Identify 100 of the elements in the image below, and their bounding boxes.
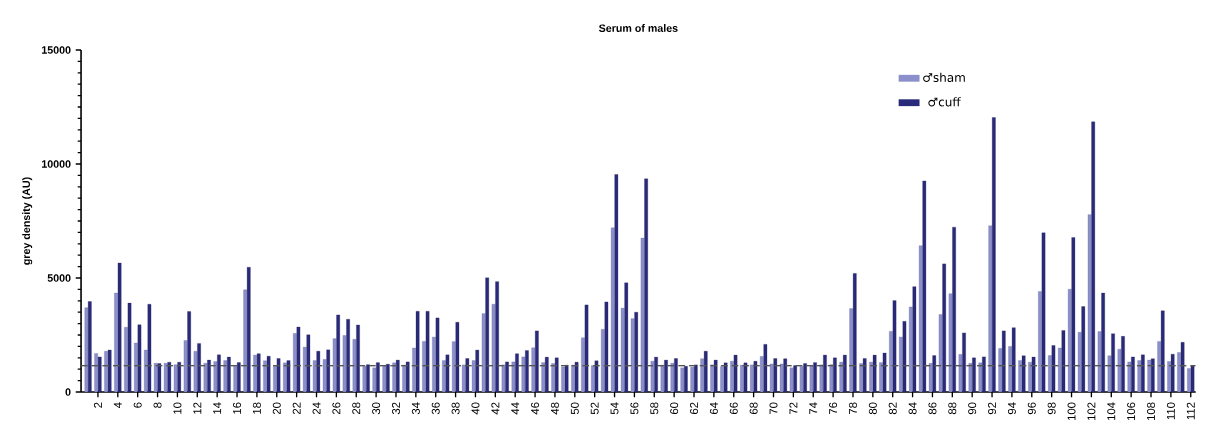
- bar: [650, 361, 655, 392]
- x-tick-label: 6: [133, 402, 142, 408]
- x-tick-label: 46: [531, 402, 540, 415]
- bar: [988, 225, 993, 392]
- bar: [197, 343, 201, 392]
- bar: [1002, 330, 1006, 392]
- x-tick-label: 14: [213, 402, 222, 414]
- bar: [1081, 306, 1086, 392]
- bar: [187, 311, 191, 392]
- x-tick-label: 38: [451, 402, 460, 415]
- x-tick-label: 78: [848, 402, 857, 415]
- bar: [674, 358, 678, 392]
- x-tick-label: 22: [292, 402, 301, 415]
- bar: [759, 356, 764, 392]
- bar: [485, 277, 489, 392]
- x-tick-label: 28: [352, 402, 361, 415]
- bar: [203, 363, 208, 392]
- bar: [545, 356, 549, 392]
- bar: [521, 356, 526, 392]
- x-tick-label: 48: [550, 402, 559, 415]
- bar: [362, 366, 367, 392]
- bar: [610, 227, 615, 392]
- x-tick-label: 94: [1007, 402, 1016, 415]
- bar: [303, 346, 307, 392]
- bar: [564, 364, 569, 392]
- x-tick-label: 58: [650, 402, 659, 415]
- bar: [475, 349, 480, 392]
- bar: [604, 301, 609, 392]
- x-tick-label: 20: [272, 402, 281, 415]
- x-tick-label: 92: [988, 402, 997, 415]
- bar: [107, 349, 112, 392]
- bar: [511, 361, 516, 392]
- bar: [286, 360, 291, 392]
- bar: [962, 332, 966, 392]
- bar: [1111, 333, 1115, 392]
- bar: [1087, 214, 1092, 392]
- legend-label: ♂cuff: [928, 97, 961, 107]
- bar: [743, 362, 748, 392]
- x-tick-label: 32: [391, 402, 400, 415]
- x-tick-label: 4: [113, 402, 122, 409]
- x-tick-label: 8: [153, 402, 162, 408]
- bar: [366, 364, 370, 392]
- x-tick-label: 18: [252, 402, 261, 414]
- bar: [862, 358, 867, 392]
- bar: [177, 361, 181, 392]
- x-tick-label: 100: [1067, 402, 1076, 421]
- y-tick-label: 0: [65, 388, 71, 396]
- bar: [783, 358, 787, 392]
- x-tick-label: 30: [372, 402, 381, 415]
- bar: [461, 364, 466, 392]
- x-tick-label: 64: [709, 402, 718, 415]
- bar: [127, 302, 132, 392]
- bar: [88, 301, 92, 392]
- bar: [1011, 327, 1016, 392]
- x-tick-label: 98: [1047, 402, 1056, 415]
- bar: [912, 286, 917, 392]
- bar: [1101, 292, 1105, 392]
- bar: [525, 350, 529, 392]
- bar: [660, 364, 665, 392]
- bar: [664, 359, 668, 392]
- x-tick-label: 104: [1107, 402, 1116, 421]
- bar: [793, 365, 797, 392]
- bar: [167, 361, 172, 392]
- bar: [1121, 336, 1125, 392]
- x-tick-label: 60: [670, 402, 679, 415]
- bar: [852, 273, 857, 392]
- bar: [425, 311, 430, 392]
- bar: [723, 362, 728, 392]
- y-tick-label: 10000: [42, 160, 71, 168]
- bar: [97, 356, 102, 392]
- bar: [892, 300, 897, 392]
- bar: [809, 365, 814, 392]
- bar: [773, 358, 778, 392]
- x-tick-label: 80: [868, 402, 877, 415]
- bar: [789, 367, 794, 392]
- bar: [237, 362, 241, 392]
- bar: [594, 360, 599, 392]
- bar: [799, 366, 804, 392]
- bar: [684, 366, 688, 392]
- bar: [173, 364, 178, 392]
- x-tick-label: 106: [1127, 402, 1136, 421]
- x-tick-label: 36: [431, 402, 440, 415]
- bar: [1071, 237, 1076, 392]
- bar: [554, 357, 559, 392]
- bar: [233, 366, 238, 392]
- x-tick-label: 10: [173, 402, 182, 414]
- x-tick-label: 66: [729, 402, 738, 415]
- bar: [839, 361, 844, 392]
- bar: [1021, 355, 1026, 392]
- bar: [918, 245, 923, 392]
- bar: [1131, 356, 1135, 392]
- legend-label: ♂sham: [923, 72, 965, 82]
- bar: [680, 367, 685, 392]
- bar: [153, 363, 158, 392]
- x-tick-label: 56: [630, 402, 639, 415]
- y-axis-title: grey density (AU): [22, 177, 33, 265]
- bar: [1077, 332, 1082, 392]
- x-tick-label: 26: [332, 402, 341, 415]
- bar: [296, 326, 301, 392]
- bar: [531, 347, 536, 392]
